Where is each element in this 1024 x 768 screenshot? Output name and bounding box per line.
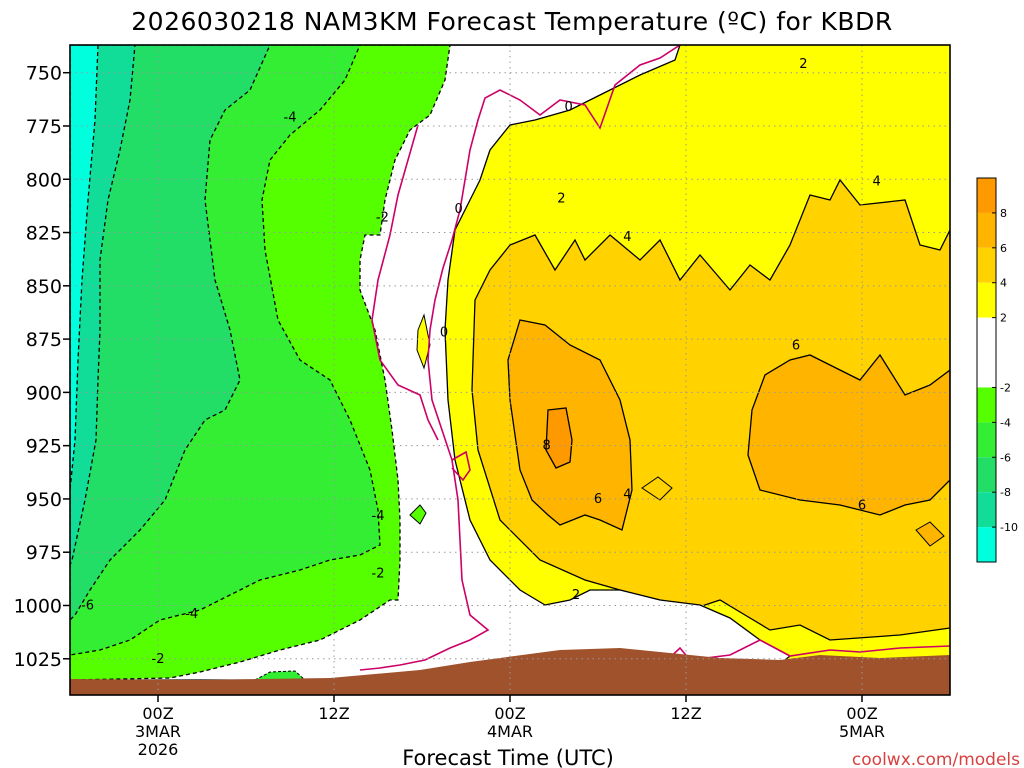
contour-label: 4 — [873, 174, 881, 189]
contour-label: -4 — [372, 509, 385, 524]
colorbar-label: 6 — [1000, 242, 1007, 255]
colorbar-label: 8 — [1000, 207, 1007, 220]
grid-lines — [70, 45, 950, 695]
y-tick-label: 825 — [26, 223, 62, 245]
colorbar-band — [977, 317, 996, 388]
colorbar-band — [977, 527, 996, 562]
temp-band-4-to-6-east — [471, 178, 950, 641]
terrain-ground — [70, 648, 950, 695]
y-tick-label: 900 — [26, 382, 62, 404]
x-tick-label: 12Z — [670, 704, 701, 723]
y-tick-label: 1025 — [14, 649, 62, 671]
colorbar-band — [977, 212, 996, 248]
contour-label: -4 — [185, 607, 198, 622]
contour-labels: 2 0 -4 2 4 0 -2 4 0 6 8 6 4 6 -4 -2 2 -6 -4 -2 — [81, 57, 881, 667]
contour-label: 6 — [792, 338, 800, 353]
zero-contour-loop — [451, 450, 471, 482]
contour-label: 0 — [455, 202, 463, 217]
temp-island-6-to-8 — [915, 521, 945, 547]
contour-label: 2 — [572, 588, 580, 603]
x-tick-label: 00Z — [846, 704, 877, 723]
zero-contour-line-south — [664, 639, 950, 663]
colorbar-label: -10 — [1000, 521, 1018, 534]
temp-band-6-to-8-center — [507, 319, 633, 531]
x-tick-label: 12Z — [318, 704, 349, 723]
contour-label: 0 — [440, 326, 448, 341]
contour-label: -4 — [284, 110, 297, 125]
x-tick-label: 2026 — [138, 740, 179, 759]
contour-label: -6 — [81, 598, 94, 613]
colorbar-label: -2 — [1000, 381, 1011, 394]
y-tick-label: 800 — [26, 169, 62, 191]
y-tick-label: 950 — [26, 489, 62, 511]
zero-contour-line-west — [371, 124, 439, 441]
chart-title: 2026030218 NAM3KM Forecast Temperature (… — [131, 7, 892, 36]
colorbar-band — [977, 492, 996, 528]
x-tick-label: 3MAR — [135, 722, 181, 741]
colorbar-label: -4 — [1000, 416, 1011, 429]
credit-link[interactable]: coolwx.com/models — [852, 750, 1020, 768]
y-tick-label: 775 — [26, 116, 62, 138]
x-tick-label: 00Z — [142, 704, 173, 723]
temp-band-6-to-8-east — [747, 353, 950, 516]
contour-label: 6 — [594, 492, 602, 507]
x-tick-label: 5MAR — [839, 722, 885, 741]
y-tick-label: 975 — [26, 542, 62, 564]
colorbar-label: 2 — [1000, 312, 1007, 325]
temp-island-minus2 — [409, 504, 427, 525]
zero-contour-line — [359, 45, 681, 671]
x-axis-title: Forecast Time (UTC) — [402, 746, 614, 768]
colorbar-frame — [976, 177, 997, 563]
x-tick-label: 4MAR — [487, 722, 533, 741]
temp-island-4-to-6 — [641, 476, 673, 501]
y-tick-label: 1000 — [14, 595, 62, 617]
contour-label: 4 — [623, 488, 631, 503]
colorbar-band — [977, 178, 996, 213]
temp-band-minus10-to-minus12 — [70, 45, 99, 491]
colorbar-label: -8 — [1000, 486, 1011, 499]
colorbar-label: 4 — [1000, 277, 1007, 290]
y-axis: 750 775 800 825 850 875 900 925 950 975 1000 1025 — [14, 63, 70, 671]
temp-island-2-to-4 — [416, 313, 431, 370]
contour-label: 0 — [565, 100, 573, 115]
temp-band-8-to-10 — [545, 407, 573, 469]
contour-label: 8 — [543, 439, 551, 454]
contour-label: -2 — [372, 567, 385, 582]
colorbar-label: -6 — [1000, 451, 1011, 464]
contour-label: 2 — [557, 191, 565, 206]
colorbar-band — [977, 387, 996, 423]
contour-label: -2 — [376, 211, 389, 226]
colorbar-band — [977, 247, 996, 283]
y-tick-label: 875 — [26, 329, 62, 351]
temp-band-minus6-to-minus8 — [70, 45, 271, 621]
contour-label: 6 — [858, 498, 866, 513]
colorbar-band — [977, 282, 996, 318]
x-tick-label: 00Z — [494, 704, 525, 723]
colorbar-band — [977, 457, 996, 493]
contour-label: 2 — [799, 57, 807, 72]
y-tick-label: 925 — [26, 436, 62, 458]
contour-label: 4 — [623, 230, 631, 245]
contour-label: -2 — [152, 652, 165, 667]
colorbar: 8 6 4 2 -2 -4 -6 -8 -10 — [976, 177, 1018, 563]
plot-area — [70, 45, 950, 695]
y-tick-label: 750 — [26, 63, 62, 85]
colorbar-band — [977, 422, 996, 458]
y-tick-label: 850 — [26, 276, 62, 298]
